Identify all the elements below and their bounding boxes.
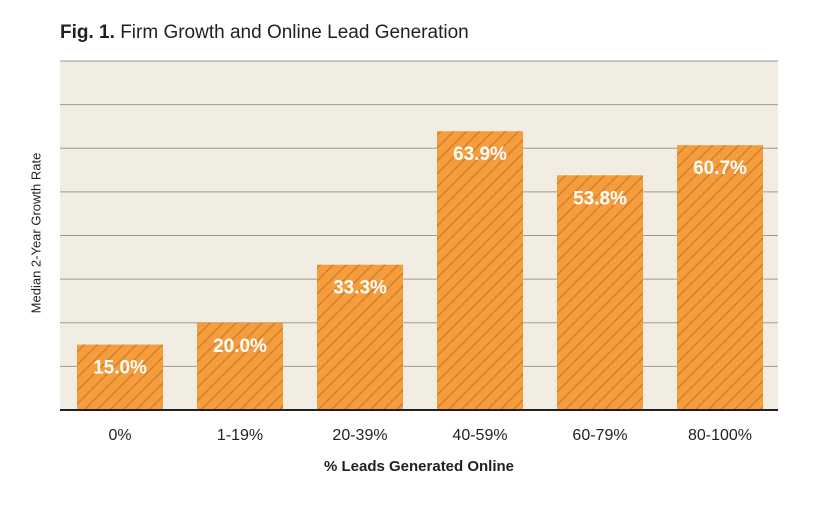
bar-hatch <box>557 175 643 410</box>
bar-hatch <box>317 264 403 410</box>
bar-hatch <box>197 322 283 410</box>
chart-title-text: Firm Growth and Online Lead Generation <box>120 22 469 43</box>
bar-value-label: 53.8% <box>573 188 627 209</box>
gridlines <box>60 60 778 367</box>
bar <box>77 344 163 410</box>
bar-hatch <box>677 145 763 411</box>
x-axis-label: % Leads Generated Online <box>323 458 515 475</box>
bar <box>197 322 283 410</box>
bar-value-label: 63.9% <box>453 144 507 165</box>
chart-title: Fig. 1. Firm Growth and Online Lead Gene… <box>60 22 469 44</box>
x-tick-label: 20-39% <box>332 427 387 444</box>
x-tick-labels: 0% 1-19% 20-39% 40-59% 60-79% 80-100% <box>108 427 752 444</box>
x-tick-label: 80-100% <box>688 427 752 444</box>
bar-value-label: 33.3% <box>333 278 387 299</box>
bar <box>437 131 523 410</box>
bar-value-label: 15.0% <box>93 358 147 379</box>
bar-value-labels: 15.0% 20.0% 33.3% 63.9% 53.8% 60.7% <box>93 144 747 378</box>
bar <box>557 175 643 410</box>
x-tick-label: 0% <box>108 427 131 444</box>
bars <box>77 131 763 411</box>
bar <box>317 264 403 410</box>
bar-value-label: 20.0% <box>213 336 267 357</box>
bar <box>677 145 763 411</box>
x-tick-label: 60-79% <box>572 427 627 444</box>
bar-hatch <box>77 344 163 410</box>
bar-value-label: 60.7% <box>693 158 747 179</box>
chart-title-fig-label: Fig. 1. <box>60 22 115 43</box>
x-tick-label: 1-19% <box>217 427 263 444</box>
y-axis-label: Median 2-Year Growth Rate <box>28 152 44 314</box>
bar-hatch <box>437 131 523 410</box>
x-tick-label: 40-59% <box>452 427 507 444</box>
